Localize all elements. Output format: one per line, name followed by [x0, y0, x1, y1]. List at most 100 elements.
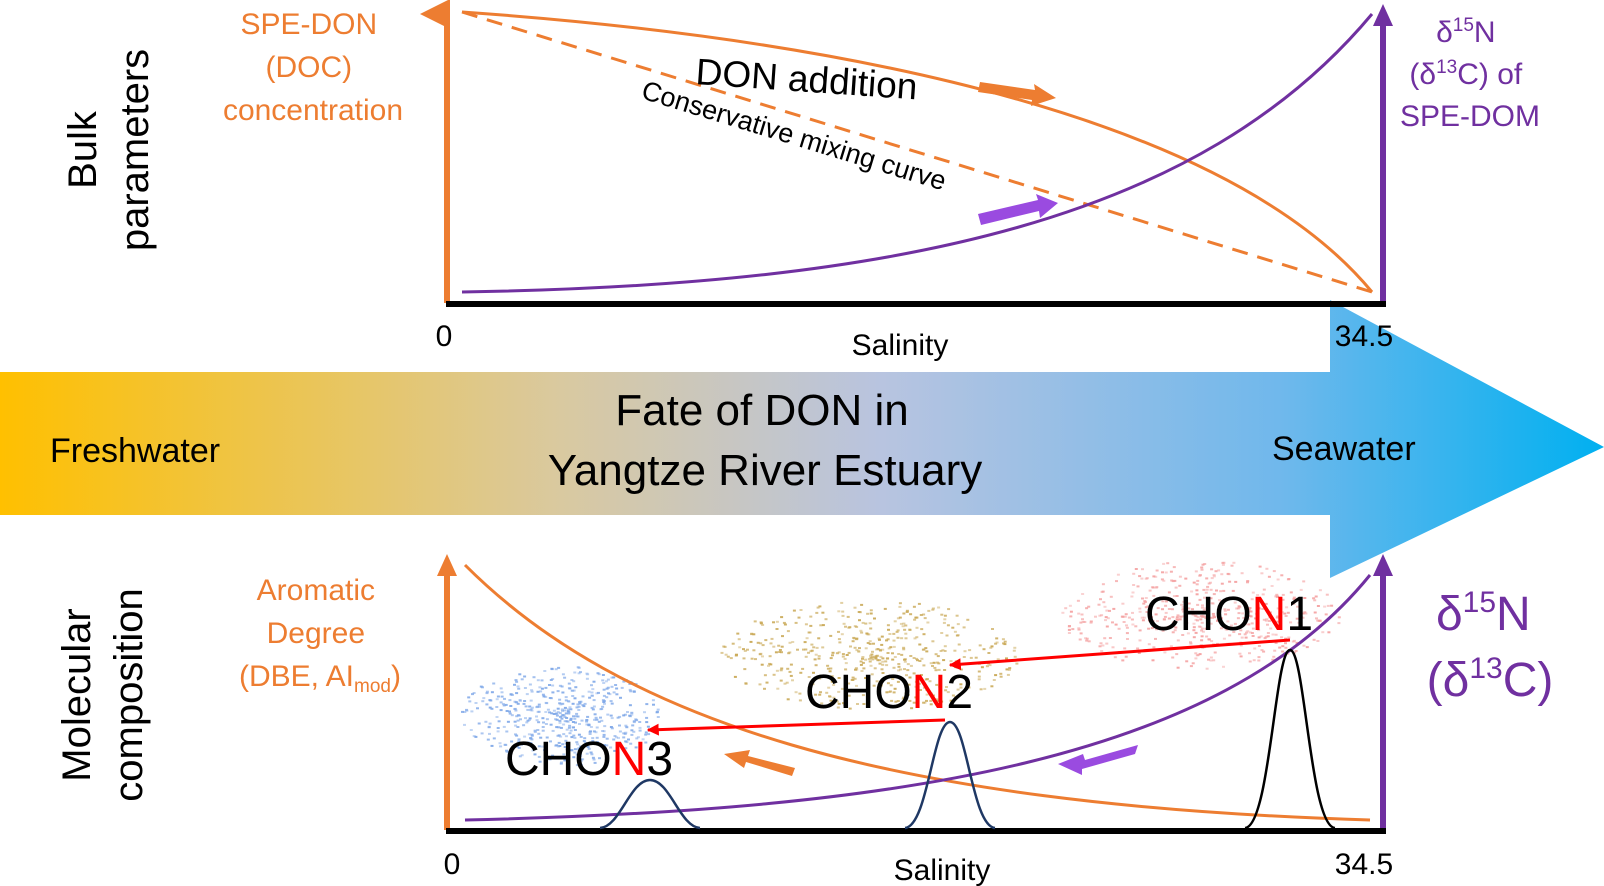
cloud-dot [1190, 590, 1194, 593]
cloud-dot [1007, 668, 1011, 671]
cloud-dot [528, 683, 532, 686]
cloud-dot [600, 708, 604, 710]
cloud-dot [610, 676, 614, 679]
cloud-dot [1171, 621, 1175, 624]
cloud-dot [514, 733, 517, 736]
cloud-dot [1207, 599, 1211, 602]
cloud-dot [1244, 636, 1248, 639]
cloud-dot [1238, 606, 1242, 609]
cloud-dot [967, 686, 971, 689]
cloud-dot [915, 616, 919, 619]
cloud-dot [940, 700, 944, 703]
cloud-dot [519, 743, 523, 746]
cloud-dot [896, 700, 900, 702]
cloud-dot [591, 740, 595, 742]
cloud-dot [1166, 562, 1170, 565]
cloud-dot [1239, 655, 1243, 658]
cloud-dot [574, 715, 578, 718]
cloud-dot [955, 634, 959, 637]
cloud-dot [1183, 622, 1187, 625]
cloud-dot [749, 640, 753, 643]
cloud-dot [1265, 567, 1269, 570]
cloud-dot [869, 664, 873, 667]
cloud-dot [1175, 653, 1179, 656]
cloud-dot [778, 649, 782, 651]
cloud-dot [627, 738, 630, 741]
cloud-dot [555, 726, 559, 729]
cloud-dot [485, 692, 489, 695]
cloud-dot [1148, 589, 1152, 592]
cloud-dot [602, 682, 606, 684]
cloud-dot [646, 725, 650, 728]
cloud-dot [946, 691, 950, 694]
cloud-dot [571, 726, 575, 729]
cloud-dot [1143, 600, 1147, 603]
cloud-dot [1126, 638, 1129, 640]
cloud-dot [878, 638, 881, 641]
cloud-dot [537, 721, 541, 724]
cloud-dot [799, 609, 803, 611]
cloud-dot [518, 673, 522, 676]
cloud-dot [516, 719, 520, 722]
cloud-dot [513, 683, 516, 686]
cloud-dot [933, 666, 937, 669]
cloud-dot [1212, 643, 1216, 646]
cloud-dot [1194, 631, 1198, 634]
cloud-dot [788, 670, 792, 673]
molecular-composition-panel: Molecular composition Aromatic Degree (D… [55, 554, 1553, 886]
cloud-dot [571, 702, 575, 705]
cloud-dot [1111, 646, 1115, 649]
cloud-dot [564, 712, 568, 715]
cloud-dot [937, 606, 941, 609]
cloud-dot [836, 706, 840, 709]
cloud-dot [794, 691, 798, 694]
cloud-dot [1138, 610, 1142, 613]
cloud-dot [902, 612, 906, 615]
cloud-dot [592, 680, 596, 683]
cloud-dot [610, 685, 614, 688]
cloud-dot [552, 709, 556, 712]
cloud-dot [848, 707, 852, 710]
cloud-dot [527, 733, 531, 736]
cloud-dot [1245, 631, 1248, 634]
cloud-dot [872, 642, 875, 645]
cloud-dot [487, 726, 491, 729]
cloud-dot [903, 658, 907, 661]
cloud-dot [509, 749, 513, 751]
cloud-dot [557, 666, 561, 669]
cloud-dot [1089, 621, 1093, 624]
cloud-dot [860, 603, 864, 606]
cloud-dot [1204, 627, 1208, 630]
cloud-dot [897, 653, 901, 655]
cloud-dot [1191, 608, 1194, 611]
cloud-dot [1276, 620, 1280, 623]
cloud-dot [535, 719, 539, 722]
cloud-dot [743, 668, 747, 671]
cloud-dot [1171, 631, 1175, 634]
cloud-dot [931, 607, 935, 610]
cloud-dot [1078, 638, 1082, 641]
cloud-dot [1178, 584, 1182, 587]
cloud-dot [1141, 619, 1145, 622]
cloud-dot [1270, 585, 1274, 587]
cloud-dot [540, 679, 544, 682]
cloud-dot [591, 756, 595, 759]
cloud-dot [860, 670, 864, 672]
cloud-dot [569, 729, 573, 732]
cloud-dot [1071, 628, 1075, 631]
cloud-dot [1313, 599, 1317, 602]
cloud-dot [537, 755, 541, 758]
cloud-dot [841, 653, 845, 656]
cloud-dot [916, 674, 920, 677]
cloud-dot [579, 745, 583, 748]
cloud-dot [1132, 572, 1136, 575]
cloud-dot [541, 726, 545, 728]
cloud-dot [509, 705, 513, 707]
cloud-dot [1202, 588, 1206, 591]
cloud-dot [1323, 605, 1327, 608]
cloud-dot [576, 743, 580, 746]
cloud-dot [768, 655, 772, 658]
cloud-dot [1077, 628, 1081, 631]
cloud-dot [858, 619, 861, 622]
cloud-dot [943, 650, 947, 652]
